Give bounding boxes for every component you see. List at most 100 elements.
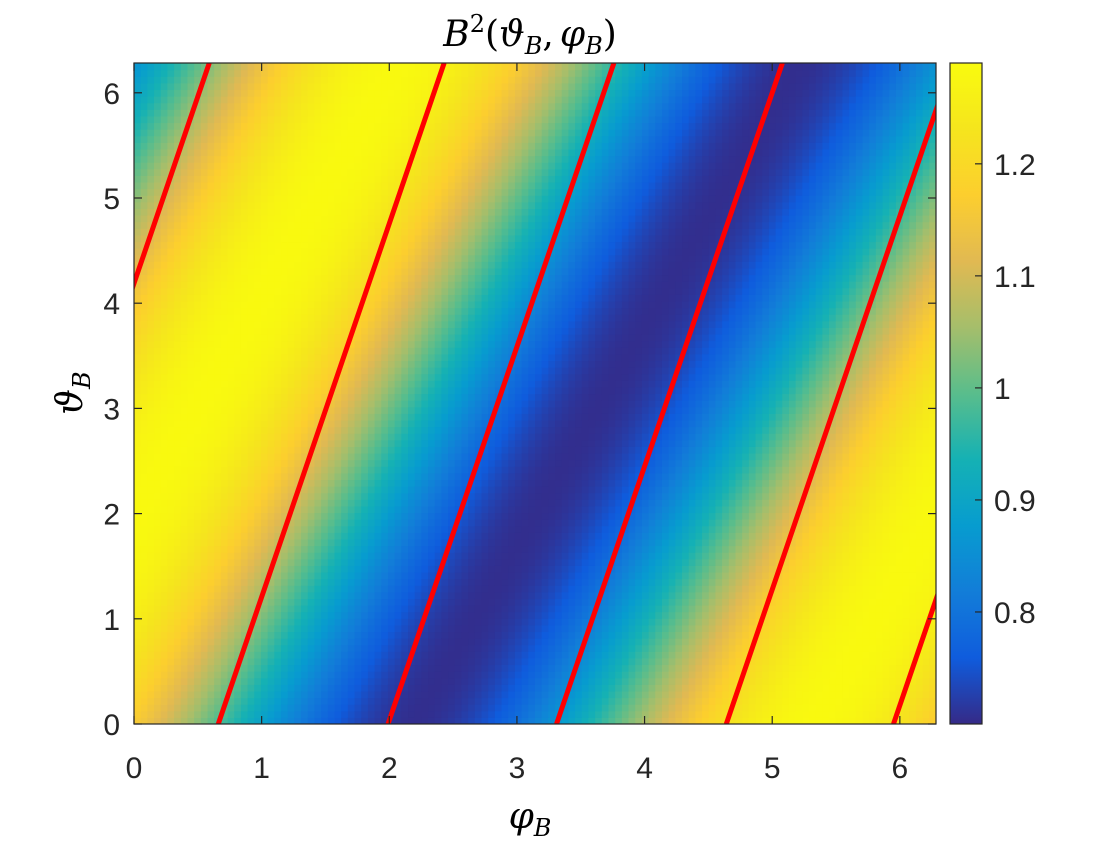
heatmap-cell <box>174 565 182 573</box>
heatmap-cell <box>260 102 269 110</box>
heatmap-cell <box>234 585 242 593</box>
heatmap-cell <box>347 241 356 249</box>
heatmap-cell <box>441 82 449 91</box>
heatmap-cell <box>314 221 322 229</box>
heatmap-cell <box>174 373 182 381</box>
heatmap-cell <box>321 294 329 302</box>
heatmap-cell <box>454 499 463 507</box>
heatmap-cell <box>281 76 289 84</box>
heatmap-cell <box>361 697 369 705</box>
heatmap-cell <box>401 274 409 282</box>
heatmap-cell <box>354 704 362 712</box>
heatmap-cell <box>428 631 436 639</box>
heatmap-cell <box>414 294 422 302</box>
heatmap-cell <box>200 446 209 454</box>
heatmap-cell <box>274 433 282 441</box>
heatmap-cell <box>341 657 349 666</box>
heatmap-cell <box>227 208 235 216</box>
heatmap-cell <box>314 644 322 652</box>
heatmap-cell <box>200 102 209 110</box>
heatmap-cell <box>347 162 356 170</box>
heatmap-cell <box>341 545 349 553</box>
heatmap-cell <box>374 519 382 527</box>
heatmap-cell <box>194 162 202 170</box>
heatmap-cell <box>374 690 382 699</box>
heatmap-cell <box>408 638 416 646</box>
heatmap-cell <box>174 545 182 553</box>
heatmap-cell <box>174 479 182 487</box>
heatmap-cell <box>401 307 409 315</box>
heatmap-cell <box>140 168 148 176</box>
heatmap-cell <box>154 419 162 428</box>
heatmap-cell <box>274 115 282 124</box>
heatmap-cell <box>448 267 456 276</box>
heatmap-cell <box>200 327 209 335</box>
heatmap-cell <box>307 439 316 447</box>
heatmap-cell <box>267 704 275 712</box>
heatmap-cell <box>381 717 389 724</box>
heatmap-cell <box>341 267 349 276</box>
heatmap-cell <box>174 525 182 533</box>
heatmap-cell <box>434 201 443 210</box>
heatmap-cell <box>281 591 289 600</box>
heatmap-cell <box>314 215 322 223</box>
heatmap-cell <box>414 347 422 355</box>
heatmap-cell <box>180 109 189 117</box>
heatmap-cell <box>301 598 309 606</box>
heatmap-cell <box>281 82 289 91</box>
heatmap-cell <box>267 525 275 533</box>
heatmap-cell <box>301 638 309 646</box>
heatmap-cell <box>341 89 349 97</box>
heatmap-cell <box>240 479 249 487</box>
heatmap-cell <box>154 433 162 441</box>
heatmap-cell <box>441 102 449 110</box>
heatmap-cell <box>461 419 469 428</box>
heatmap-cell <box>461 353 469 362</box>
heatmap-cell <box>194 241 202 249</box>
heatmap-cell <box>234 287 242 295</box>
heatmap-cell <box>314 148 322 157</box>
heatmap-cell <box>147 585 155 593</box>
heatmap-cell <box>254 228 262 236</box>
heatmap-cell <box>287 479 295 487</box>
heatmap-cell <box>160 545 169 553</box>
heatmap-cell <box>347 565 356 573</box>
heatmap-cell <box>461 631 469 639</box>
heatmap-cell <box>214 710 222 718</box>
heatmap-cell <box>147 347 155 355</box>
heatmap-cell <box>441 320 449 328</box>
heatmap-cell <box>448 419 456 428</box>
heatmap-cell <box>434 631 443 639</box>
heatmap-cell <box>341 221 349 229</box>
heatmap-cell <box>448 254 456 262</box>
heatmap-cell <box>154 360 162 368</box>
heatmap-cell <box>408 228 416 236</box>
heatmap-cell <box>167 664 175 672</box>
heatmap-cell <box>174 598 182 606</box>
heatmap-cell <box>187 624 195 633</box>
heatmap-cell <box>207 261 215 269</box>
heatmap-cell <box>167 638 175 646</box>
heatmap-cell <box>301 208 309 216</box>
heatmap-cell <box>454 115 463 124</box>
heatmap-cell <box>134 426 142 434</box>
heatmap-cell <box>461 638 469 646</box>
heatmap-cell <box>187 704 195 712</box>
heatmap-cell <box>281 188 289 196</box>
heatmap-cell <box>194 142 202 150</box>
heatmap-cell <box>374 697 382 705</box>
heatmap-cell <box>260 254 269 262</box>
heatmap-cell <box>441 657 449 666</box>
heatmap-cell <box>461 400 469 408</box>
heatmap-cell <box>200 373 209 381</box>
heatmap-cell <box>281 360 289 368</box>
heatmap-cell <box>174 400 182 408</box>
heatmap-cell <box>341 208 349 216</box>
heatmap-cell <box>434 300 443 309</box>
heatmap-cell <box>314 168 322 176</box>
heatmap-cell <box>387 168 396 176</box>
heatmap-cell <box>301 697 309 705</box>
heatmap-cell <box>247 82 255 91</box>
heatmap-cell <box>154 168 162 176</box>
heatmap-cell <box>234 281 242 289</box>
